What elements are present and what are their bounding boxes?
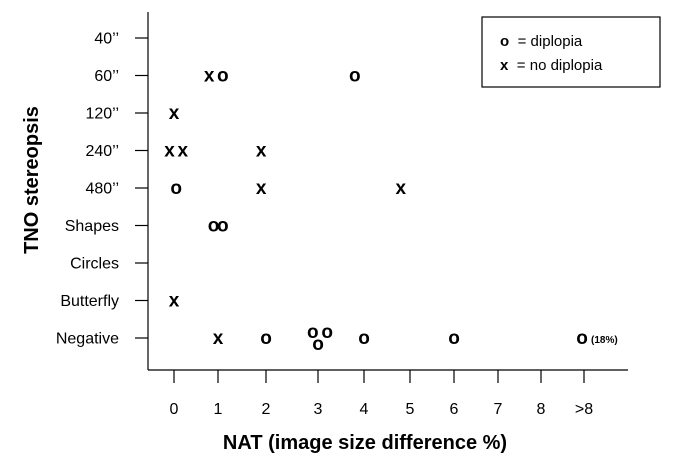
y-axis-ticks: 40’’ 60’’ 120’’ 240’’ 480’’ Shapes Circles Butt… bbox=[56, 31, 148, 348]
x-tick-label: 8 bbox=[537, 401, 546, 418]
marker-no-diplopia: x bbox=[396, 178, 407, 199]
legend-label-no-diplopia: = no diplopia bbox=[517, 57, 603, 74]
marker-diplopia: o bbox=[448, 328, 460, 349]
x-tick-label: 7 bbox=[494, 401, 503, 418]
marker-no-diplopia: x bbox=[256, 178, 267, 199]
x-tick-label: 4 bbox=[360, 401, 369, 418]
y-axis-title: TNO stereopsis bbox=[21, 106, 43, 254]
marker-no-diplopia: x bbox=[169, 291, 180, 312]
svg-text:x = no diplopia: x = no diplopia bbox=[500, 57, 603, 74]
marker-no-diplopia: x bbox=[204, 66, 215, 87]
x-tick-label: >8 bbox=[575, 401, 593, 418]
legend-symbol-diplopia: o bbox=[500, 33, 509, 50]
marker-no-diplopia: x bbox=[178, 141, 189, 162]
marker-diplopia: o bbox=[217, 66, 229, 87]
x-tick-label: 3 bbox=[314, 401, 323, 418]
marker-no-diplopia: x bbox=[164, 141, 175, 162]
y-tick-label: 60’’ bbox=[94, 68, 119, 85]
marker-no-diplopia: x bbox=[169, 103, 180, 124]
x-tick-label: 6 bbox=[450, 401, 459, 418]
marker-diplopia: o bbox=[576, 328, 588, 349]
marker-diplopia: o bbox=[321, 322, 333, 343]
legend-label-diplopia: = diplopia bbox=[518, 33, 583, 50]
point-annotation: (18%) bbox=[591, 335, 618, 346]
marker-no-diplopia: x bbox=[213, 328, 224, 349]
y-tick-label: 240’’ bbox=[85, 143, 119, 160]
y-tick-label: Negative bbox=[56, 331, 119, 348]
marker-diplopia: o bbox=[307, 322, 319, 343]
marker-diplopia: o bbox=[170, 178, 182, 199]
y-tick-label: 480’’ bbox=[85, 181, 119, 198]
y-tick-label: 40’’ bbox=[94, 31, 119, 48]
marker-diplopia: o bbox=[349, 66, 361, 87]
marker-diplopia: o bbox=[260, 328, 272, 349]
marker-diplopia: o bbox=[312, 334, 324, 355]
legend-symbol-no-diplopia: x bbox=[500, 57, 509, 74]
x-axis-ticks: 0 1 2 3 4 5 6 7 8 >8 bbox=[170, 370, 593, 418]
legend-box bbox=[481, 16, 661, 88]
x-tick-label: 0 bbox=[170, 401, 179, 418]
x-axis-title: NAT (image size difference %) bbox=[223, 432, 507, 454]
svg-text:o = diplopia: o = diplopia bbox=[500, 33, 583, 50]
marker-diplopia: o bbox=[358, 328, 370, 349]
axes bbox=[147, 12, 628, 371]
marker-diplopia: o bbox=[217, 216, 229, 237]
y-tick-label: Circles bbox=[70, 256, 119, 273]
x-tick-label: 2 bbox=[262, 401, 271, 418]
y-tick-label: 120’’ bbox=[85, 106, 119, 123]
y-tick-label: Butterfly bbox=[60, 293, 119, 310]
marker-no-diplopia: x bbox=[256, 141, 267, 162]
legend: o = diplopia x = no diplopia bbox=[481, 16, 661, 88]
x-tick-label: 1 bbox=[214, 401, 223, 418]
x-tick-label: 5 bbox=[406, 401, 415, 418]
y-tick-label: Shapes bbox=[65, 218, 119, 235]
marker-diplopia: o bbox=[208, 216, 220, 237]
